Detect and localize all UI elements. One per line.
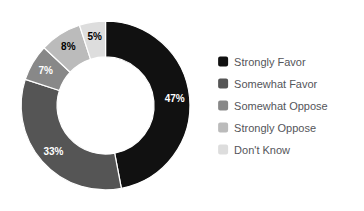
svg-text:Strongly Oppose: Strongly Oppose [234, 122, 316, 134]
svg-text:Somewhat Oppose: Somewhat Oppose [234, 100, 328, 112]
svg-text:Strongly Favor: Strongly Favor [234, 56, 306, 68]
svg-text:5%: 5% [87, 31, 102, 42]
svg-text:33%: 33% [43, 146, 63, 157]
svg-text:Somewhat Favor: Somewhat Favor [234, 78, 317, 90]
svg-text:8%: 8% [61, 41, 76, 52]
svg-text:Don't Know: Don't Know [234, 144, 290, 156]
svg-text:7%: 7% [39, 65, 54, 76]
svg-text:47%: 47% [165, 93, 185, 104]
